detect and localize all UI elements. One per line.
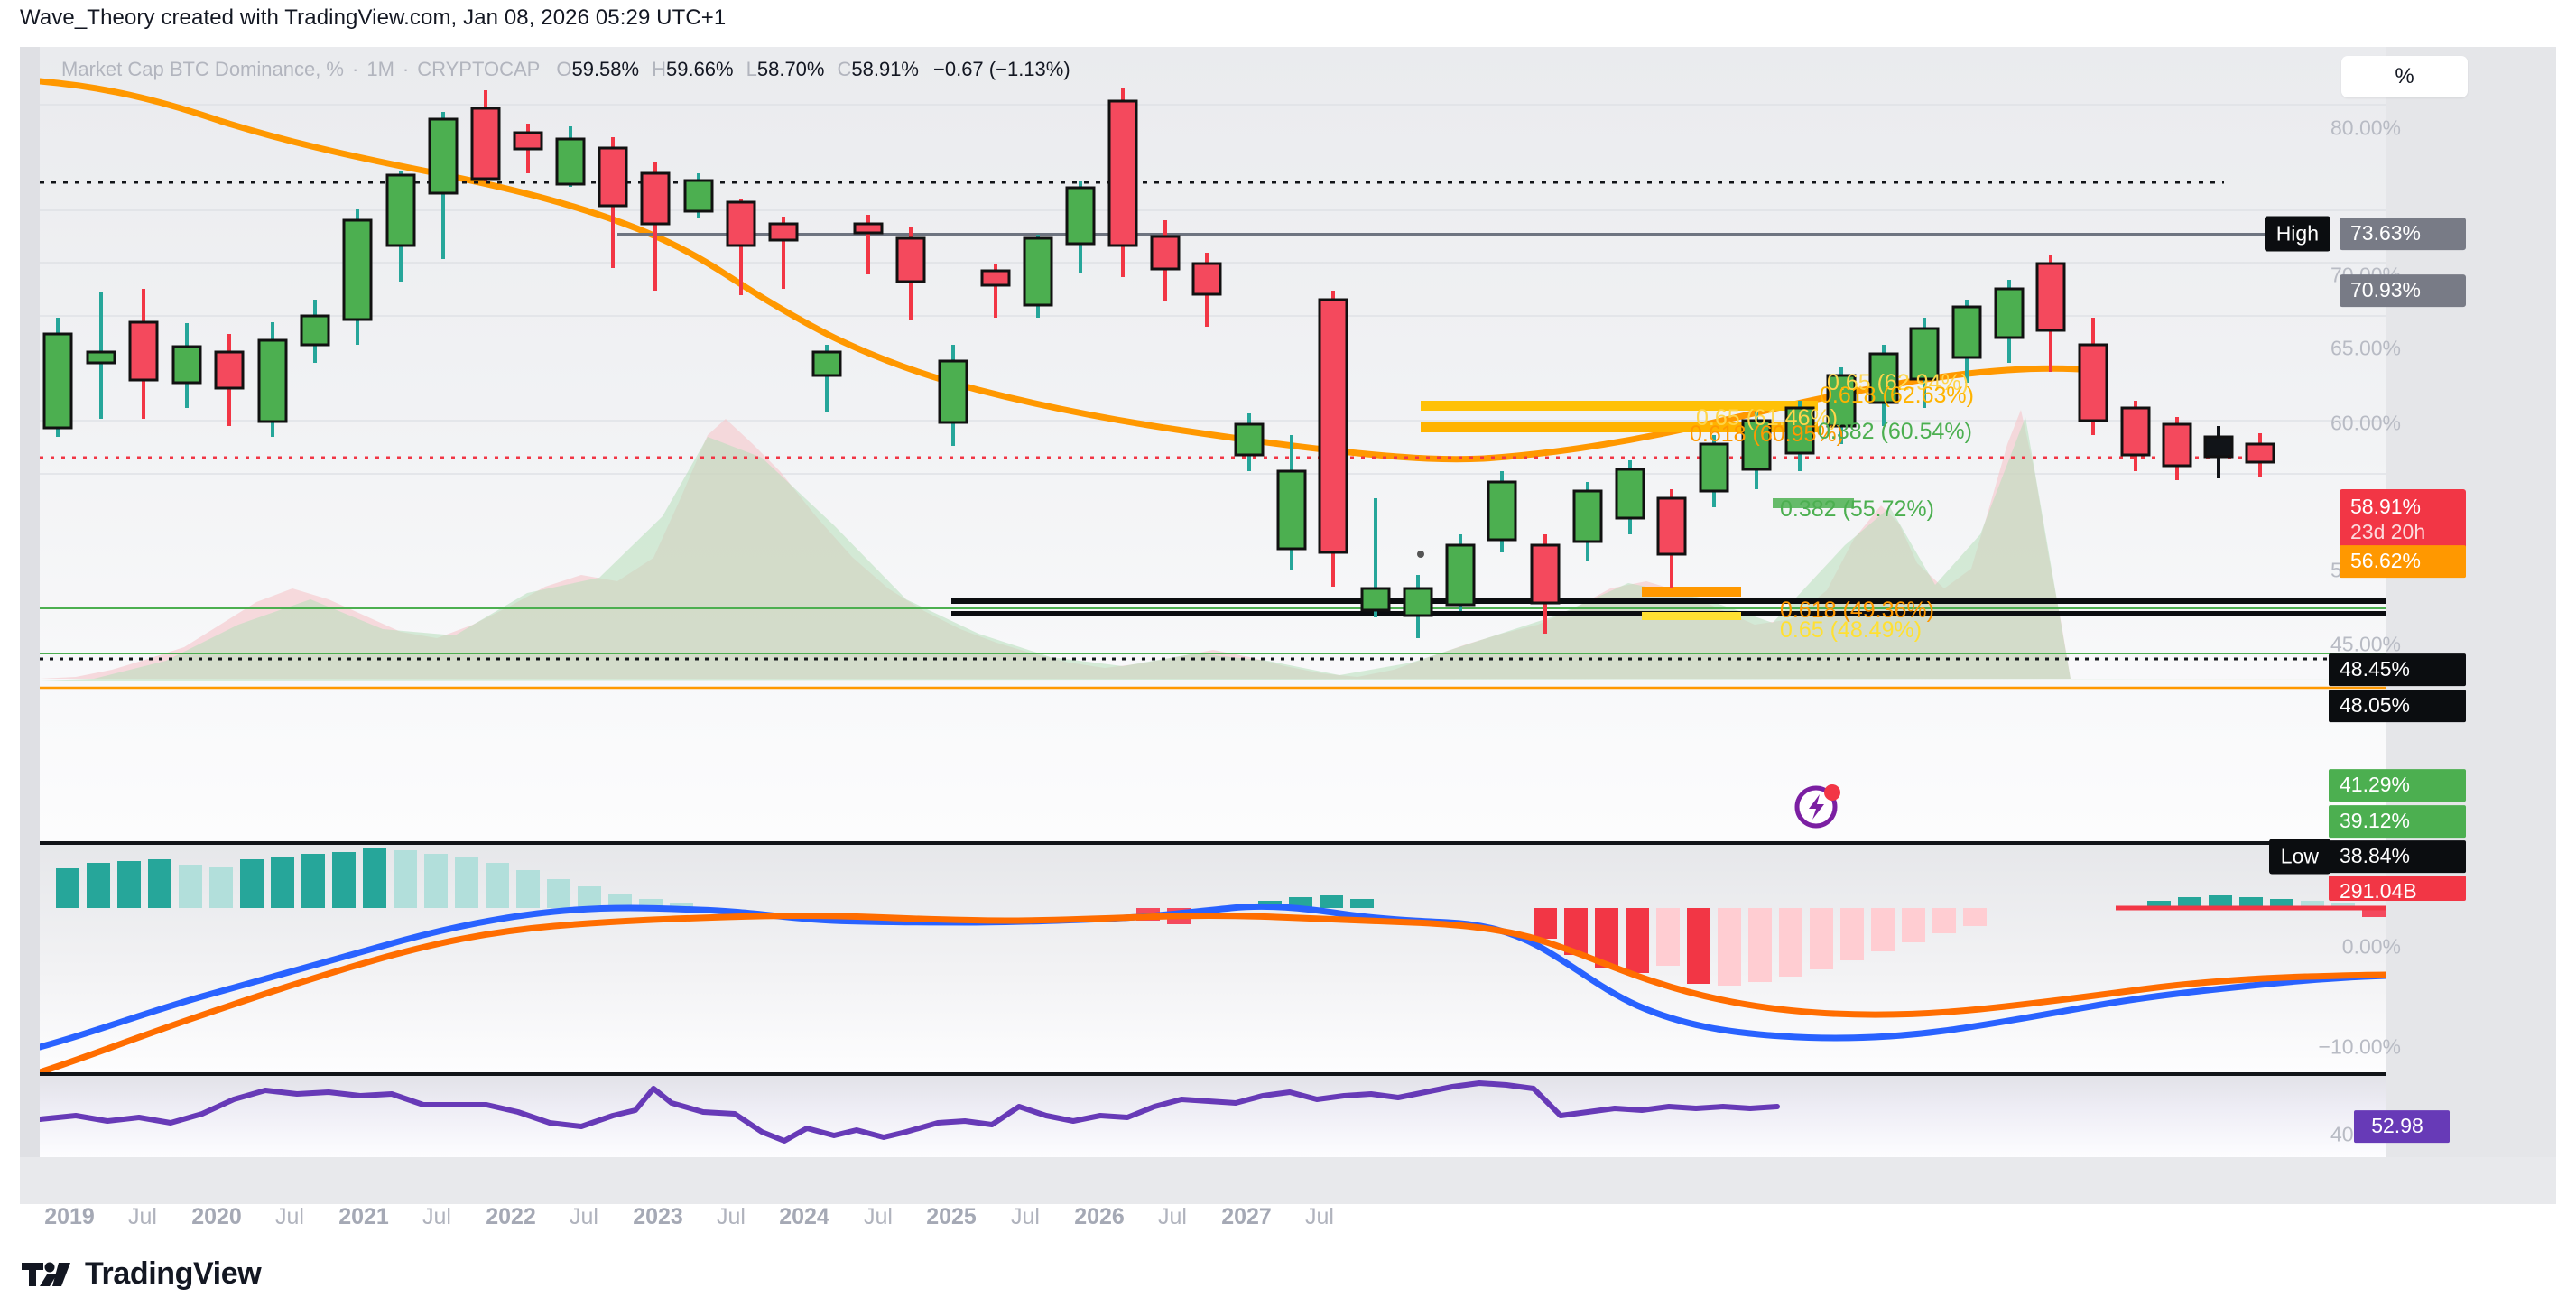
pane-separator-2: [40, 1072, 2386, 1076]
legend-sep-1: ·: [352, 58, 359, 80]
volume-level-lines: [40, 607, 2386, 690]
chart-dot-marker: [1417, 551, 1424, 558]
main-price-pane[interactable]: 0.65 (62.94%) 0.618 (62.63%) 0.65 (61.46…: [40, 47, 2386, 841]
rsi-layer: [40, 1080, 1780, 1144]
time-tick: 2023: [633, 1204, 683, 1229]
time-tick: Jul: [717, 1204, 746, 1229]
price-unit-button[interactable]: %: [2341, 56, 2468, 97]
price-series-layer: [40, 78, 2386, 690]
time-tick: Jul: [422, 1204, 451, 1229]
support-upper-label[interactable]: 41.29%: [2329, 769, 2466, 802]
time-tick: Jul: [864, 1204, 893, 1229]
fib-0618-upper: 0.618 (62.63%): [1820, 383, 1974, 408]
time-tick: Jul: [1011, 1204, 1040, 1229]
legend-close-key: C: [837, 58, 852, 80]
scale-tick: 0.00%: [2341, 934, 2401, 959]
sr-lower-label[interactable]: 48.05%: [2329, 690, 2466, 722]
time-tick: Jul: [1305, 1204, 1334, 1229]
fib-0382-lower: 0.382 (55.72%): [1780, 496, 1934, 522]
time-tick: 2020: [191, 1204, 242, 1229]
time-tick: Jul: [1158, 1204, 1187, 1229]
alert-lightning-icon[interactable]: [1793, 780, 1843, 830]
fib-0382-mid: 0.382 (60.54%): [1818, 419, 1972, 444]
footer-branding: TradingView: [20, 1256, 262, 1292]
legend-exchange: CRYPTOCAP: [417, 58, 541, 80]
fib-065-upper: 0.65 (62.94%): [1827, 370, 1969, 395]
time-tick: Jul: [570, 1204, 598, 1229]
macd-signal-line: [40, 913, 2386, 1072]
fib-0618-lower: 0.618 (49.36%): [1780, 598, 1934, 623]
low-tag[interactable]: Low: [2268, 839, 2330, 875]
candlestick-series: [42, 88, 2275, 638]
legend-low-value: 58.70%: [756, 58, 825, 80]
time-axis[interactable]: 2019 Jul 2020 Jul 2021 Jul 2022 Jul 2023…: [20, 1204, 2556, 1251]
legend-change: −0.67 (−1.13%): [933, 58, 1070, 80]
time-tick: 2027: [1221, 1204, 1272, 1229]
legend-high-key: H: [652, 58, 666, 80]
macd-line: [40, 903, 2386, 1051]
fib-guide-bars: [1421, 401, 1854, 620]
chart-legend[interactable]: Market Cap BTC Dominance, % · 1M · CRYPT…: [61, 58, 1070, 81]
time-tick: Jul: [128, 1204, 157, 1229]
time-tick: 2019: [44, 1204, 95, 1229]
scale-tick: 80.00%: [2330, 116, 2401, 140]
legend-open-key: O: [556, 58, 572, 80]
legend-symbol[interactable]: Market Cap BTC Dominance, %: [61, 58, 344, 80]
rsi-line: [40, 1080, 1780, 1144]
macd-pane[interactable]: [40, 845, 2386, 1072]
macd-histogram: [56, 848, 2386, 986]
price-scale-gutter[interactable]: [2386, 47, 2556, 1157]
last-price-value: 58.91%: [2350, 495, 2422, 518]
tradingview-wordmark: TradingView: [85, 1256, 262, 1291]
time-tick: 2025: [926, 1204, 977, 1229]
sr-upper-label[interactable]: 48.45%: [2329, 653, 2466, 686]
moving-average-line: [40, 78, 2083, 463]
legend-close-value: 58.91%: [851, 58, 919, 80]
pane-separator-1: [40, 841, 2386, 845]
time-tick: 2021: [338, 1204, 389, 1229]
fib-065-lower: 0.65 (48.49%): [1780, 617, 1923, 643]
rsi-pane[interactable]: [40, 1076, 2386, 1157]
macd-layer: [40, 848, 2386, 1072]
fib-065-mid: 0.65 (61.46%): [1696, 405, 1839, 431]
last-price-countdown: 23d 20h: [2350, 520, 2426, 544]
time-tick: Jul: [275, 1204, 304, 1229]
legend-sep-2: ·: [402, 58, 410, 80]
tradingview-logo-icon: [22, 1262, 70, 1286]
left-gutter: [20, 47, 40, 1157]
volume-histogram: [40, 410, 2386, 681]
time-tick: 2026: [1074, 1204, 1125, 1229]
time-tick: 2022: [486, 1204, 536, 1229]
ma-value-label[interactable]: 56.62%: [2340, 545, 2466, 578]
support-lower-label[interactable]: 39.12%: [2329, 805, 2466, 838]
rsi-value-label[interactable]: 52.98: [2354, 1110, 2450, 1143]
scale-tick: 60.00%: [2330, 411, 2401, 435]
low-level-label[interactable]: 38.84%: [2329, 840, 2466, 873]
page-caption: Wave_Theory created with TradingView.com…: [20, 5, 727, 30]
scale-tick: 45.00%: [2330, 632, 2401, 656]
legend-low-key: L: [746, 58, 757, 80]
volume-value-label[interactable]: 291.04B: [2329, 876, 2466, 901]
legend-high-value: 59.66%: [665, 58, 734, 80]
resistance-level-label[interactable]: 70.93%: [2340, 274, 2466, 307]
high-tag[interactable]: High: [2264, 216, 2330, 252]
last-price-label[interactable]: 58.91% 23d 20h: [2340, 489, 2466, 551]
chart-frame: 0.65 (62.94%) 0.618 (62.63%) 0.65 (61.46…: [20, 47, 2556, 1204]
scale-tick: −10.00%: [2318, 1034, 2401, 1059]
high-level-label[interactable]: 73.63%: [2340, 218, 2466, 250]
time-tick: 2024: [779, 1204, 829, 1229]
scale-tick: 65.00%: [2330, 336, 2401, 360]
fib-0618-mid: 0.618 (60.95%): [1690, 422, 1844, 447]
legend-interval[interactable]: 1M: [366, 58, 394, 80]
legend-open-value: 59.58%: [571, 58, 640, 80]
